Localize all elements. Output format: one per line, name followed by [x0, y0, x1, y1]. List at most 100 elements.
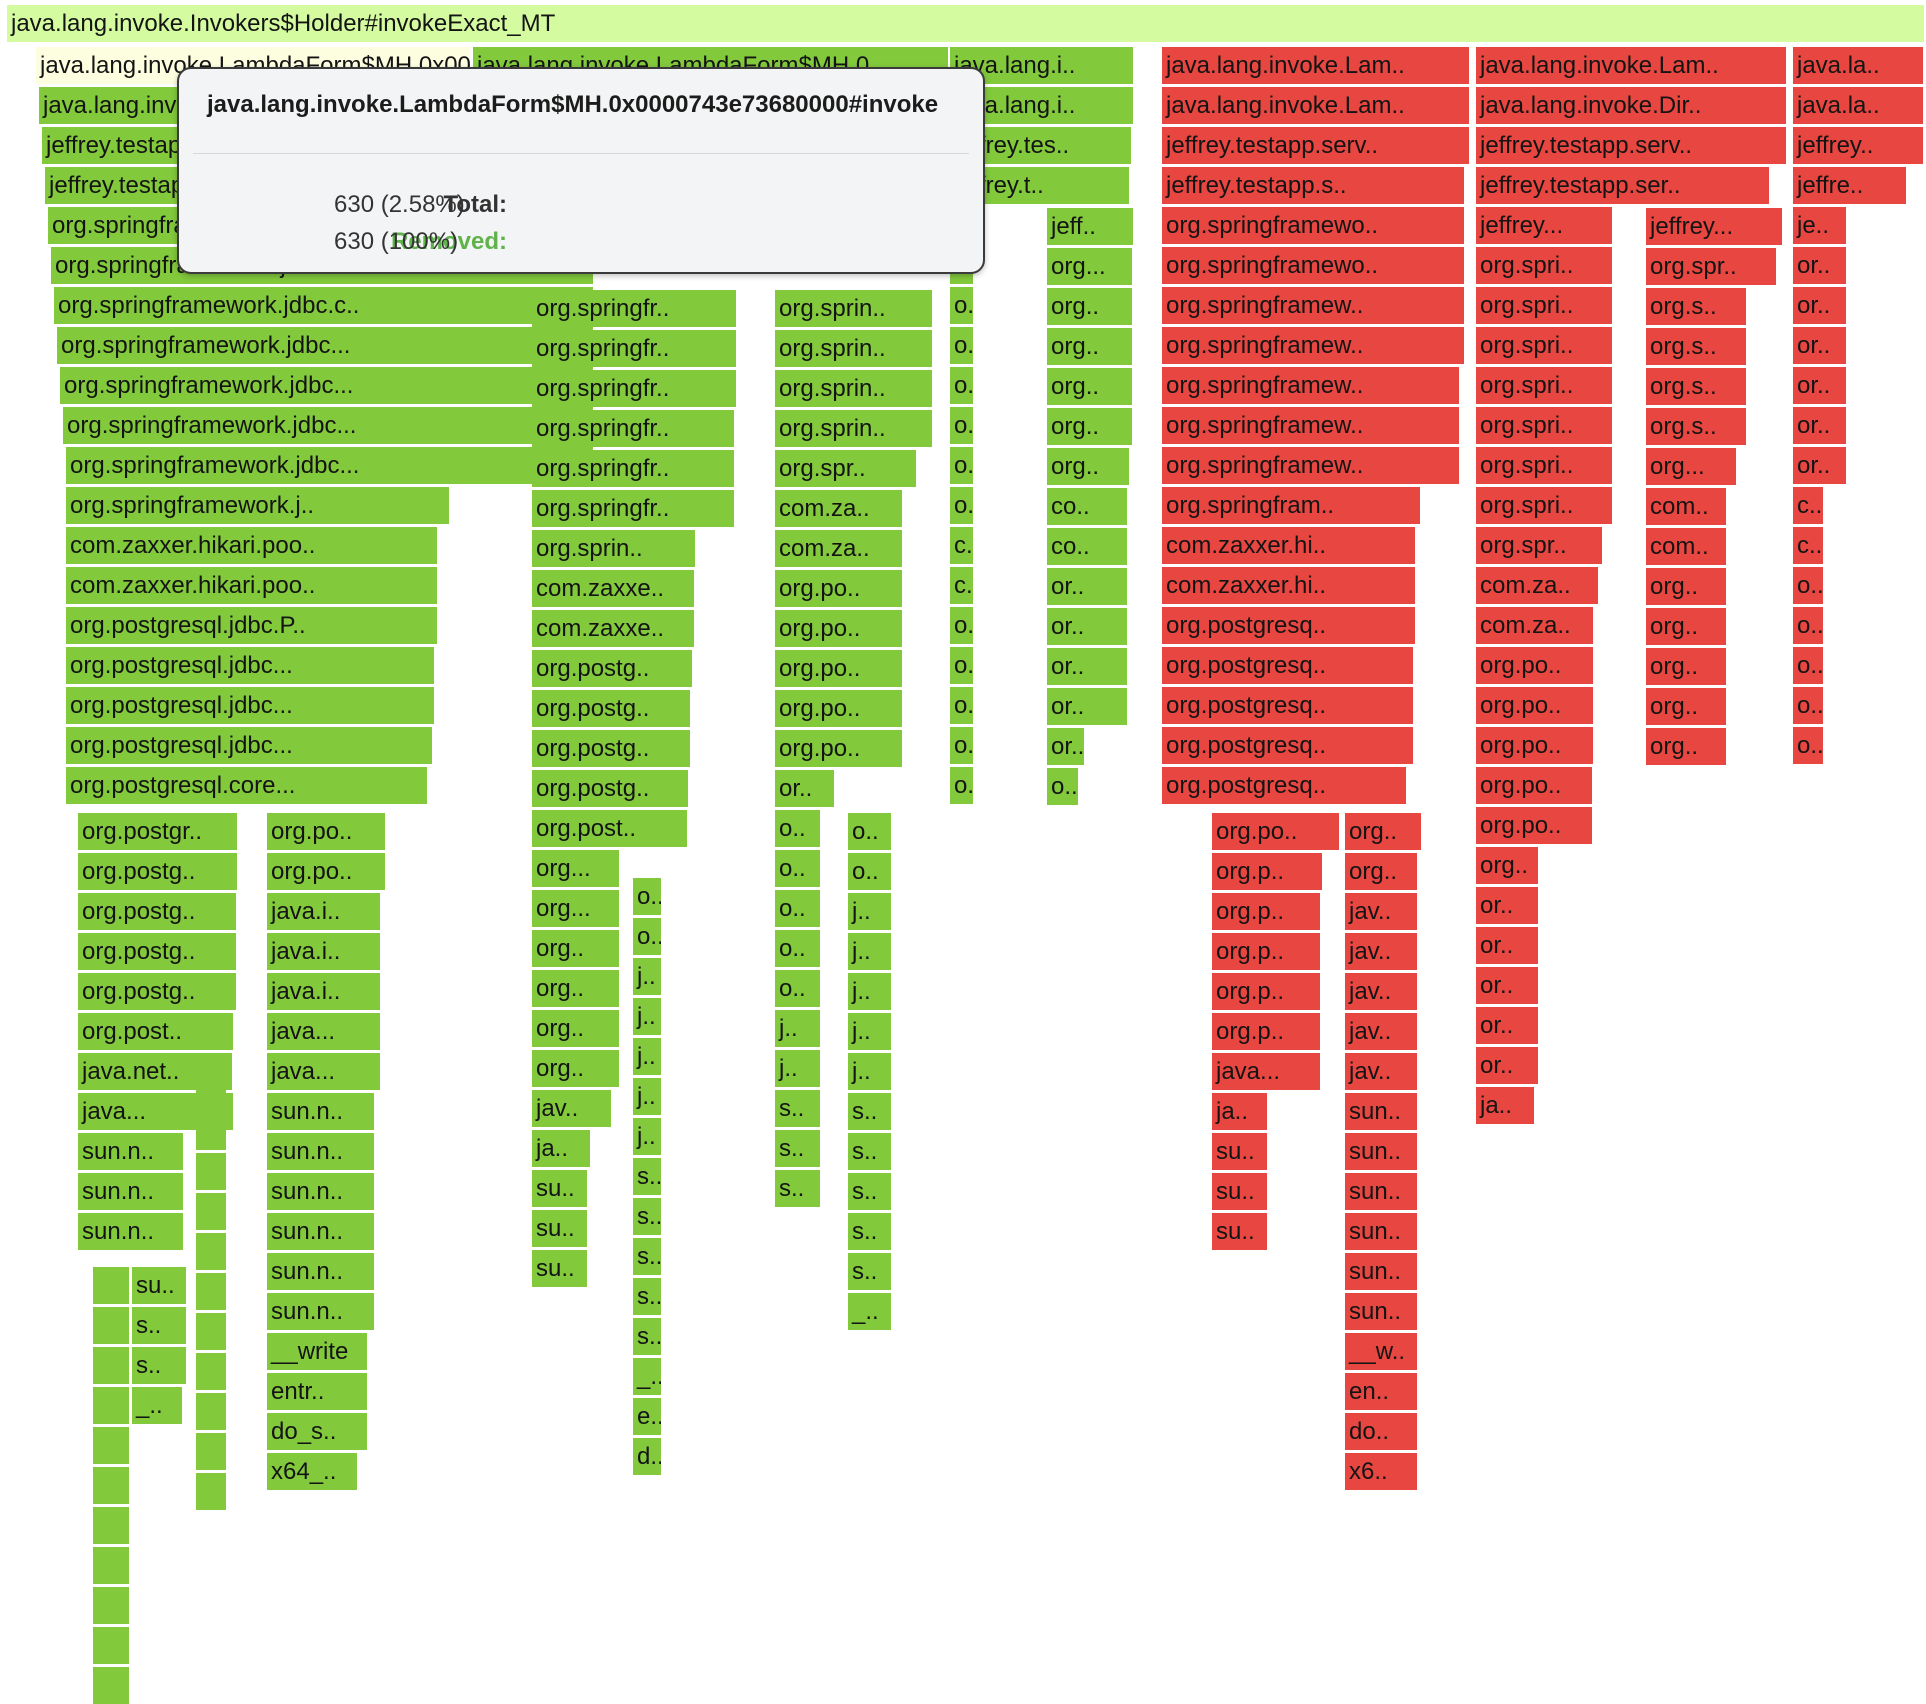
- frame-9-19[interactable]: j..: [775, 1050, 820, 1087]
- frame-9-3[interactable]: org.sprin..: [775, 410, 932, 447]
- frame-11-6[interactable]: o..: [950, 287, 973, 324]
- frame-8-1[interactable]: o..: [633, 918, 661, 955]
- frame-15-0[interactable]: org..: [1345, 813, 1421, 850]
- frame-9-20[interactable]: s..: [775, 1090, 820, 1127]
- frame-8-3[interactable]: j..: [633, 998, 661, 1035]
- frame-17-1[interactable]: org.spr..: [1646, 248, 1776, 285]
- frame-7-3[interactable]: org.springfr..: [532, 410, 734, 447]
- frame-14-8[interactable]: su..: [1212, 1133, 1267, 1170]
- frame-10-1[interactable]: o..: [848, 853, 891, 890]
- frame-7-21[interactable]: ja..: [532, 1130, 590, 1167]
- frame-18-4[interactable]: je..: [1793, 207, 1846, 244]
- frame-9-1[interactable]: org.sprin..: [775, 330, 932, 367]
- frame-16-13[interactable]: com.za..: [1476, 567, 1598, 604]
- frame-10-0[interactable]: o..: [848, 813, 891, 850]
- frame-2-6[interactable]: [196, 1313, 226, 1350]
- frame-4-8[interactable]: [93, 1587, 129, 1624]
- frame-3-0[interactable]: su..: [132, 1267, 186, 1304]
- frame-8-10[interactable]: s..: [633, 1278, 661, 1315]
- frame-16-1[interactable]: java.lang.invoke.Dir..: [1476, 87, 1786, 124]
- frame-9-8[interactable]: org.po..: [775, 610, 902, 647]
- frame-1-5[interactable]: org.post..: [78, 1013, 233, 1050]
- frame-11-10[interactable]: o..: [950, 447, 973, 484]
- frame-10-8[interactable]: s..: [848, 1133, 891, 1170]
- frame-7-14[interactable]: org...: [532, 850, 619, 887]
- frame-11-8[interactable]: o..: [950, 367, 973, 404]
- frame-15-6[interactable]: jav..: [1345, 1053, 1417, 1090]
- frame-10-10[interactable]: s..: [848, 1213, 891, 1250]
- frame-0-18[interactable]: org.postgresql.core...: [66, 767, 427, 804]
- frame-7-7[interactable]: com.zaxxe..: [532, 570, 694, 607]
- frame-9-21[interactable]: s..: [775, 1130, 820, 1167]
- frame-11-11[interactable]: o..: [950, 487, 973, 524]
- frame-10-3[interactable]: j..: [848, 933, 891, 970]
- frame-7-11[interactable]: org.postg..: [532, 730, 690, 767]
- frame-16-14[interactable]: com.za..: [1476, 607, 1593, 644]
- frame-4-10[interactable]: [93, 1667, 129, 1704]
- frame-18-2[interactable]: jeffrey..: [1793, 127, 1923, 164]
- frame-0-7[interactable]: org.springframework.jdbc...: [57, 327, 477, 364]
- frame-9-5[interactable]: com.za..: [775, 490, 902, 527]
- frame-2-2[interactable]: [196, 1153, 226, 1190]
- frame-3-1[interactable]: s..: [132, 1307, 186, 1344]
- frame-2-1[interactable]: [196, 1113, 226, 1150]
- frame-5-7[interactable]: sun.n..: [267, 1093, 374, 1130]
- frame-15-1[interactable]: org..: [1345, 853, 1417, 890]
- frame-18-8[interactable]: or..: [1793, 367, 1846, 404]
- frame-8-8[interactable]: s..: [633, 1198, 661, 1235]
- frame-9-17[interactable]: o..: [775, 970, 820, 1007]
- frame-17-0[interactable]: jeffrey...: [1646, 208, 1782, 245]
- frame-12-8[interactable]: co..: [1047, 528, 1127, 565]
- frame-4-2[interactable]: [93, 1347, 129, 1384]
- frame-11-18[interactable]: o..: [950, 767, 973, 804]
- frame-8-2[interactable]: j..: [633, 958, 661, 995]
- frame-2-8[interactable]: [196, 1393, 226, 1430]
- frame-5-15[interactable]: do_s..: [267, 1413, 367, 1450]
- frame-0-8[interactable]: org.springframework.jdbc...: [60, 367, 477, 404]
- frame-18-5[interactable]: or..: [1793, 247, 1846, 284]
- frame-3-3[interactable]: _..: [132, 1387, 182, 1424]
- frame-7-5[interactable]: org.springfr..: [532, 490, 734, 527]
- frame-18-0[interactable]: java.la..: [1793, 47, 1923, 84]
- frame-4-1[interactable]: [93, 1307, 129, 1344]
- frame-15-15[interactable]: do..: [1345, 1413, 1417, 1450]
- frame-12-13[interactable]: or..: [1047, 728, 1085, 765]
- frame-1-4[interactable]: org.postg..: [78, 973, 236, 1010]
- frame-5-16[interactable]: x64_..: [267, 1453, 357, 1490]
- frame-13-17[interactable]: org.postgresq..: [1162, 727, 1413, 764]
- frame-17-7[interactable]: com..: [1646, 488, 1726, 525]
- frame-16-15[interactable]: org.po..: [1476, 647, 1593, 684]
- frame-13-13[interactable]: com.zaxxer.hi..: [1162, 567, 1415, 604]
- frame-11-17[interactable]: o..: [950, 727, 973, 764]
- frame-15-4[interactable]: jav..: [1345, 973, 1417, 1010]
- frame-15-16[interactable]: x6..: [1345, 1453, 1417, 1490]
- frame-8-9[interactable]: s..: [633, 1238, 661, 1275]
- frame-18-1[interactable]: java.la..: [1793, 87, 1923, 124]
- frame-7-20[interactable]: jav..: [532, 1090, 611, 1127]
- frame-8-14[interactable]: d..: [633, 1438, 661, 1475]
- frame-16-3[interactable]: jeffrey.testapp.ser..: [1476, 167, 1769, 204]
- frame-12-6[interactable]: org..: [1047, 448, 1129, 485]
- frame-10-11[interactable]: s..: [848, 1253, 891, 1290]
- frame-18-11[interactable]: c..: [1793, 487, 1823, 524]
- frame-1-1[interactable]: org.postg..: [78, 853, 237, 890]
- frame-9-2[interactable]: org.sprin..: [775, 370, 932, 407]
- frame-9-6[interactable]: com.za..: [775, 530, 902, 567]
- frame-14-7[interactable]: ja..: [1212, 1093, 1267, 1130]
- frame-14-3[interactable]: org.p..: [1212, 933, 1320, 970]
- frame-18-3[interactable]: jeffre..: [1793, 167, 1906, 204]
- frame-16-25[interactable]: or..: [1476, 1047, 1538, 1084]
- frame-13-15[interactable]: org.postgresq..: [1162, 647, 1413, 684]
- frame-16-22[interactable]: or..: [1476, 927, 1538, 964]
- frame-16-18[interactable]: org.po..: [1476, 767, 1592, 804]
- frame-16-4[interactable]: jeffrey...: [1476, 207, 1612, 244]
- frame-12-2[interactable]: org..: [1047, 288, 1132, 325]
- frame-9-13[interactable]: o..: [775, 810, 820, 847]
- frame-16-10[interactable]: org.spri..: [1476, 447, 1612, 484]
- frame-18-14[interactable]: o..: [1793, 607, 1823, 644]
- frame-8-0[interactable]: o..: [633, 878, 661, 915]
- frame-16-17[interactable]: org.po..: [1476, 727, 1593, 764]
- frame-11-16[interactable]: o..: [950, 687, 973, 724]
- frame-16-21[interactable]: or..: [1476, 887, 1538, 924]
- frame-16-0[interactable]: java.lang.invoke.Lam..: [1476, 47, 1786, 84]
